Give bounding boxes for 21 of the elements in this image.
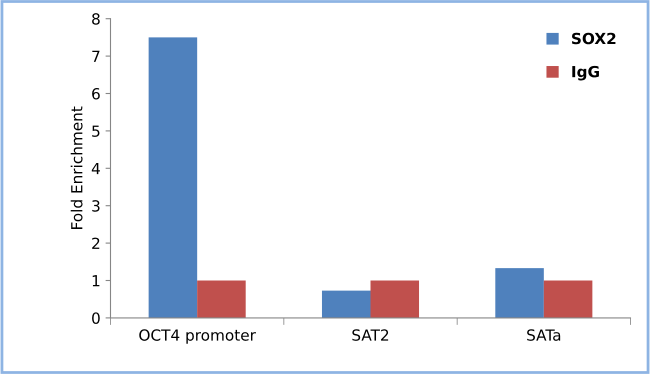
y-tick-label: 4 [92,162,100,174]
x-tick-label: SATa [527,329,560,341]
y-tick-label: 8 [92,13,100,25]
x-tick-label: OCT4 promoter [139,329,256,344]
bar [544,280,592,318]
y-tick-label: 3 [92,200,100,212]
y-tick-label: 7 [92,50,100,62]
bar [322,290,370,318]
bar [148,37,198,318]
bar [495,268,544,318]
y-tick-label: 5 [92,126,100,137]
y-tick-label: 6 [92,88,100,100]
y-tick-label: 1 [92,275,100,286]
legend-label: IgG [572,66,599,80]
bar [197,280,246,318]
y-tick-label: 0 [92,312,100,324]
bar [370,280,420,318]
y-tick-label: 2 [92,238,100,249]
legend-label: SOX2 [572,32,616,44]
x-tick-label: SAT2 [352,329,388,341]
y-axis-title: Fold Enrichment [70,106,83,229]
